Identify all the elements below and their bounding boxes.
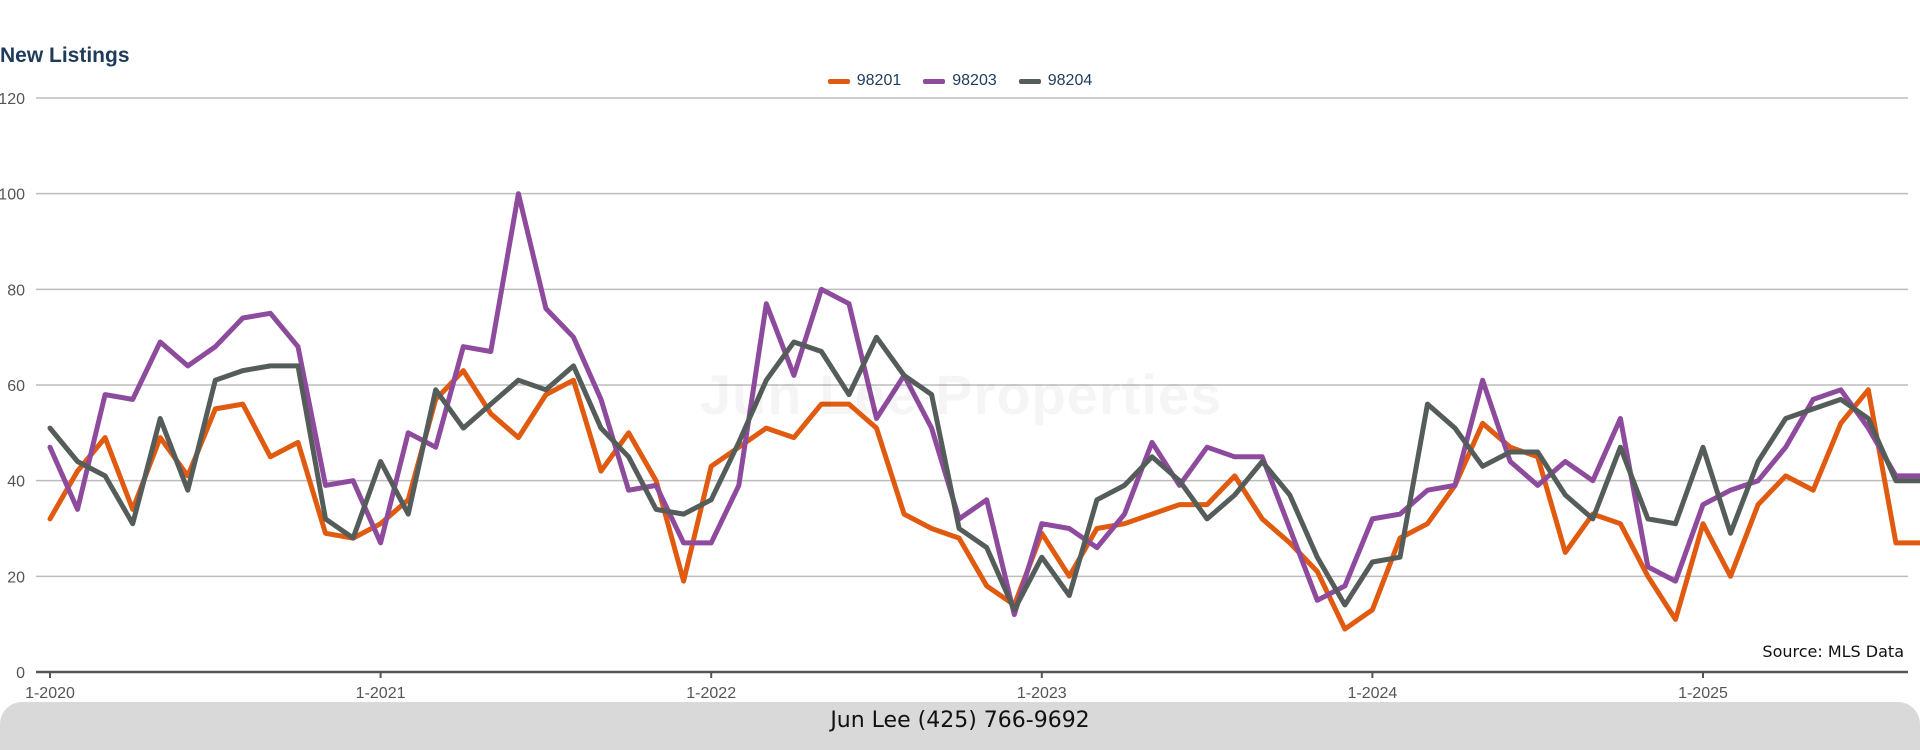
source-note: Source: MLS Data	[1762, 642, 1904, 661]
legend-item-98204[interactable]: 98204	[1018, 72, 1093, 90]
legend-swatch	[923, 78, 946, 84]
legend-label: 98204	[1047, 72, 1093, 89]
legend-swatch	[827, 78, 850, 84]
legend: 98201 98203 98204	[0, 72, 1920, 90]
axes: 0 20 40 60 80 100 120 1-2020 1-2021 1-2022 1-2023 1…	[0, 91, 1908, 702]
footer-contact: Jun Lee (425) 766-9692	[830, 708, 1090, 733]
legend-swatch	[1018, 78, 1041, 84]
y-tick-label: 60	[7, 378, 25, 395]
legend-label: 98203	[952, 72, 997, 89]
series-line-98204	[47, 334, 1920, 613]
legend-item-98203[interactable]: 98203	[923, 72, 997, 90]
y-tick-label: 40	[7, 474, 25, 491]
series-line-98201	[47, 368, 1920, 632]
x-tick-label: 1-2025	[1678, 685, 1728, 702]
y-tick-label: 80	[7, 282, 25, 299]
footer-bar	[0, 702, 1920, 750]
chart-title: New Listings	[0, 44, 130, 67]
x-tick-label: 1-2021	[356, 685, 406, 702]
y-tick-label: 20	[7, 569, 25, 586]
x-tick-label: 1-2024	[1347, 685, 1397, 702]
y-tick-label: 100	[0, 187, 25, 204]
y-tick-label: 0	[16, 665, 25, 682]
x-tick-label: 1-2020	[25, 685, 75, 702]
series-line-98203	[47, 191, 1920, 618]
legend-label: 98201	[856, 72, 902, 89]
x-tick-label: 1-2023	[1017, 685, 1067, 702]
x-tick-label: 1-2022	[686, 685, 736, 702]
legend-item-98201[interactable]: 98201	[827, 72, 902, 90]
y-tick-label: 120	[0, 91, 25, 108]
watermark: Jun Lee Properties	[700, 362, 1222, 427]
series-lines	[47, 191, 1920, 632]
